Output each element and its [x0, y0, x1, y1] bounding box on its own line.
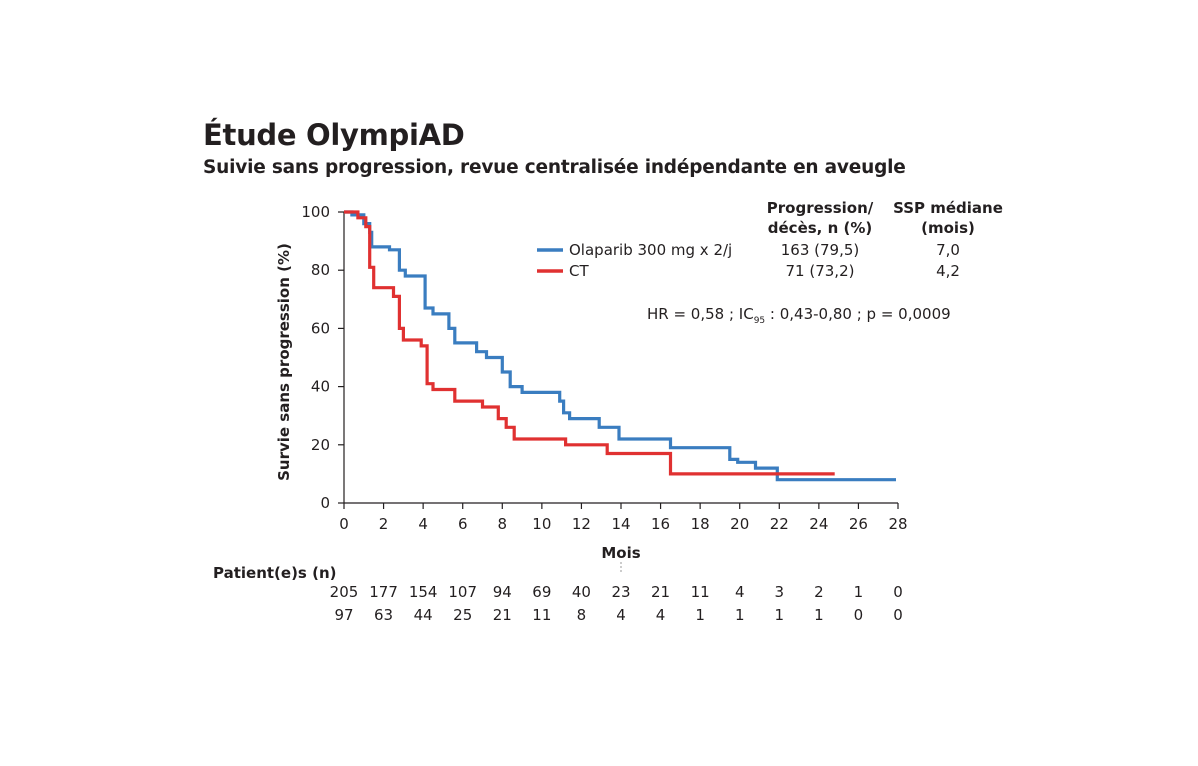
risk-count: 1 — [775, 606, 785, 624]
x-tick-label: 20 — [730, 515, 749, 533]
risk-count: 11 — [532, 606, 551, 624]
x-tick-label: 18 — [691, 515, 710, 533]
y-tick-label: 80 — [311, 261, 330, 279]
x-tick-label: 0 — [339, 515, 349, 533]
risk-count: 97 — [334, 606, 353, 624]
legend-median: 7,0 — [936, 241, 960, 259]
x-tick-label: 10 — [532, 515, 551, 533]
x-tick-label: 4 — [418, 515, 428, 533]
risk-count: 1 — [814, 606, 824, 624]
legend-header: SSP médiane — [893, 199, 1003, 217]
legend-median: 4,2 — [936, 262, 960, 280]
legend-events: 71 (73,2) — [786, 262, 855, 280]
legend-series-name: CT — [569, 262, 589, 280]
x-tick-label: 14 — [611, 515, 630, 533]
legend-events: 163 (79,5) — [781, 241, 860, 259]
risk-count: 0 — [893, 606, 903, 624]
legend-header: (mois) — [921, 219, 975, 237]
risk-count: 63 — [374, 606, 393, 624]
hazard-ratio-annotation: HR = 0,58 ; IC95 : 0,43-0,80 ; p = 0,000… — [647, 305, 951, 326]
risk-count: 0 — [854, 606, 864, 624]
risk-count: 69 — [532, 583, 551, 601]
risk-count: 1 — [695, 606, 705, 624]
risk-count: 1 — [735, 606, 745, 624]
risk-count: 4 — [616, 606, 626, 624]
risk-count: 94 — [493, 583, 512, 601]
chart-title: Étude OlympiAD — [203, 118, 465, 152]
y-tick-label: 20 — [311, 436, 330, 454]
survival-curves — [344, 210, 896, 482]
x-tick-label: 28 — [888, 515, 907, 533]
risk-table-header: Patient(e)s (n) — [213, 564, 336, 582]
risk-count: 177 — [369, 583, 398, 601]
x-axis-label: Mois — [601, 544, 640, 562]
risk-count: 107 — [448, 583, 477, 601]
x-tick-label: 12 — [572, 515, 591, 533]
x-tick-label: 22 — [770, 515, 789, 533]
risk-count: 2 — [814, 583, 824, 601]
series-olaparib-line — [344, 210, 896, 482]
y-tick-label: 0 — [320, 494, 330, 512]
risk-count: 3 — [775, 583, 785, 601]
legend-series-name: Olaparib 300 mg x 2/j — [569, 241, 732, 259]
y-tick-label: 60 — [311, 319, 330, 337]
x-tick-label: 16 — [651, 515, 670, 533]
legend: Progression/décès, n (%) SSP médiane (mois… — [537, 199, 1003, 326]
risk-count: 11 — [691, 583, 710, 601]
risk-count: 44 — [414, 606, 433, 624]
y-tick-label: 100 — [301, 203, 330, 221]
x-tick-label: 8 — [498, 515, 508, 533]
chart-subtitle: Suivie sans progression, revue centralis… — [203, 157, 906, 178]
risk-count: 25 — [453, 606, 472, 624]
risk-count: 40 — [572, 583, 591, 601]
risk-count: 23 — [611, 583, 630, 601]
risk-count: 4 — [735, 583, 745, 601]
risk-count: 154 — [409, 583, 438, 601]
x-tick-label: 26 — [849, 515, 868, 533]
risk-count: 21 — [493, 606, 512, 624]
y-axis-label: Survie sans progression (%) — [275, 243, 293, 481]
x-tick-label: 24 — [809, 515, 828, 533]
x-tick-label: 2 — [379, 515, 389, 533]
risk-count: 0 — [893, 583, 903, 601]
y-tick-label: 40 — [311, 378, 330, 396]
risk-count: 21 — [651, 583, 670, 601]
risk-count: 4 — [656, 606, 666, 624]
legend-header: décès, n (%) — [768, 219, 872, 237]
x-tick-label: 6 — [458, 515, 468, 533]
risk-count: 8 — [577, 606, 587, 624]
risk-count: 205 — [330, 583, 359, 601]
legend-header: Progression/ — [767, 199, 874, 217]
series-ct-line — [344, 210, 835, 476]
risk-count: 1 — [854, 583, 864, 601]
risk-table: Patient(e)s (n)205 177 154 107 94 69 40 23 21 11 4… — [213, 562, 903, 624]
